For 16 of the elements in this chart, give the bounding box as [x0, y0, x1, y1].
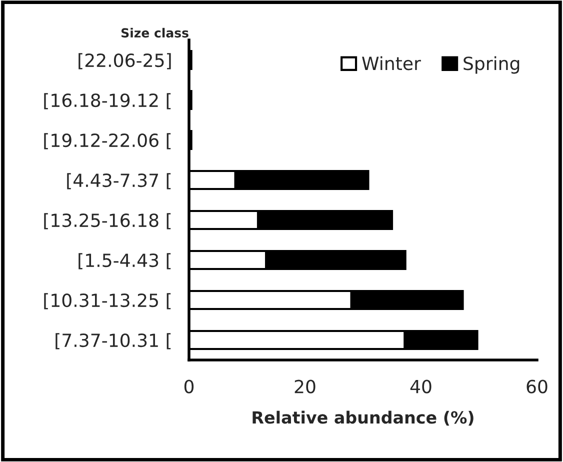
- y-axis-title: Size class: [121, 28, 188, 38]
- x-axis-title: Relative abundance (%): [252, 410, 474, 426]
- y-tick-label: [4.43-7.37 [: [67, 173, 171, 190]
- x-tick-label: 0: [184, 380, 194, 394]
- y-tick-label: [19.12-22.06 [: [44, 133, 171, 150]
- y-tick-label: [22.06-25]: [78, 53, 171, 70]
- y-tick-label: [13.25-16.18 [: [44, 213, 171, 230]
- y-tick-label: [7.37-10.31 [: [56, 333, 171, 350]
- y-tick-label: [1.5-4.43 [: [78, 253, 171, 270]
- x-tick-label: 40: [410, 380, 432, 394]
- y-tick-label: [10.31-13.25 [: [44, 293, 171, 310]
- legend-label: Spring: [464, 56, 520, 74]
- x-tick-label: 60: [526, 380, 548, 394]
- y-tick-label: [16.18-19.12 [: [44, 93, 171, 110]
- legend-label: Winter: [362, 56, 421, 70]
- x-tick-label: 20: [294, 380, 316, 394]
